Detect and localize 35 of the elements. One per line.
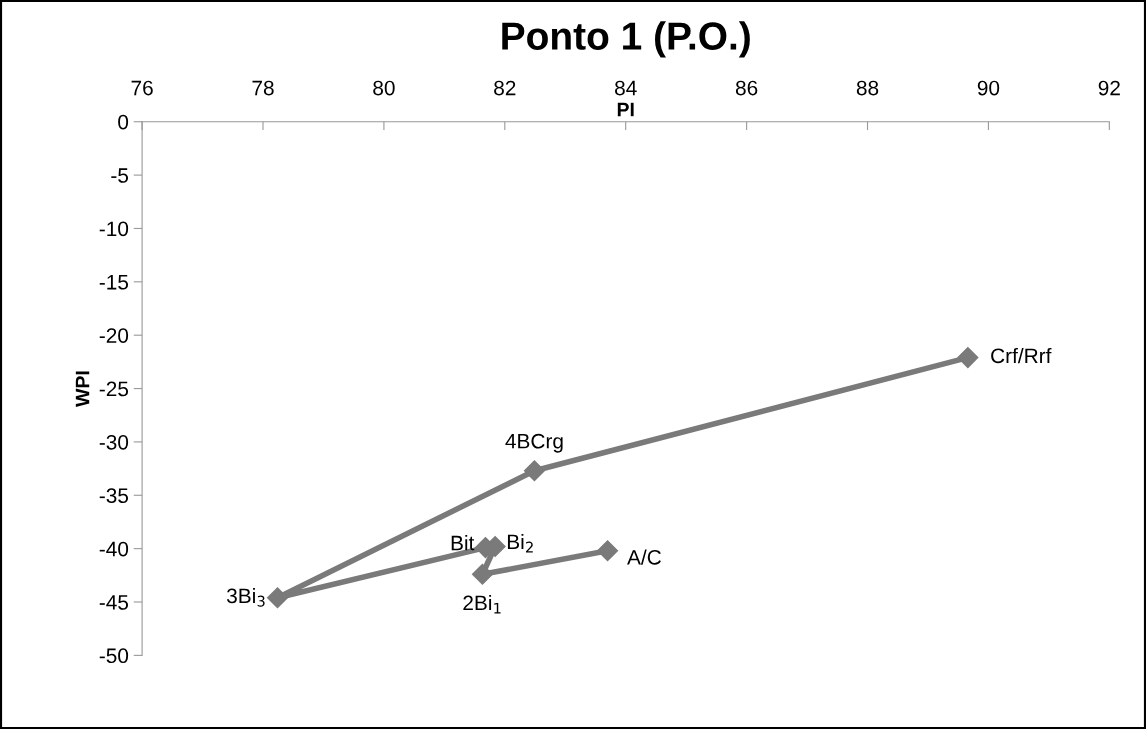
x-axis-title: PI (617, 102, 634, 117)
y-tick-label: -10 (99, 221, 129, 237)
y-tick-label: 0 (118, 114, 129, 130)
y-tick-label: -5 (111, 168, 129, 183)
x-tick-label: 90 (977, 80, 1000, 96)
annotation: Bit (451, 535, 475, 551)
y-tick-label: -40 (99, 541, 129, 557)
point (597, 540, 619, 562)
y-tick-label: -45 (99, 595, 129, 610)
x-tick-label: 88 (856, 80, 879, 96)
annotation: 2Bi$_{1}$ (463, 594, 501, 614)
y-tick-label: -25 (99, 381, 129, 397)
x-tick-label: 76 (131, 80, 153, 96)
y-tick-label: -35 (99, 488, 129, 504)
x-tick-label: 80 (373, 80, 395, 96)
y-tick-label: -30 (99, 434, 129, 450)
annotation: Crf/Rrf (991, 347, 1052, 364)
chart-title: Ponto 1 (P.O.) (502, 21, 750, 58)
y-axis-title: WPI (75, 371, 90, 407)
y-tick-label: -15 (99, 275, 129, 290)
annotation: Bi$_{2}$ (507, 533, 533, 553)
point (266, 587, 289, 609)
x-tick-label: 86 (735, 80, 758, 96)
x-tick-label: 92 (1098, 80, 1120, 96)
x-tick-label: 84 (615, 80, 637, 96)
point (523, 460, 545, 482)
point (471, 563, 493, 585)
point (957, 347, 979, 369)
x-tick-label: 78 (252, 80, 274, 96)
annotation: A/C (627, 549, 661, 565)
annotation: 3Bi$_{3}$ (226, 587, 265, 607)
y-tick-label: -50 (99, 648, 129, 664)
x-tick-label: 82 (494, 80, 516, 96)
y-tick-label: -20 (99, 328, 129, 343)
annotation: 4BCrg (505, 433, 563, 453)
